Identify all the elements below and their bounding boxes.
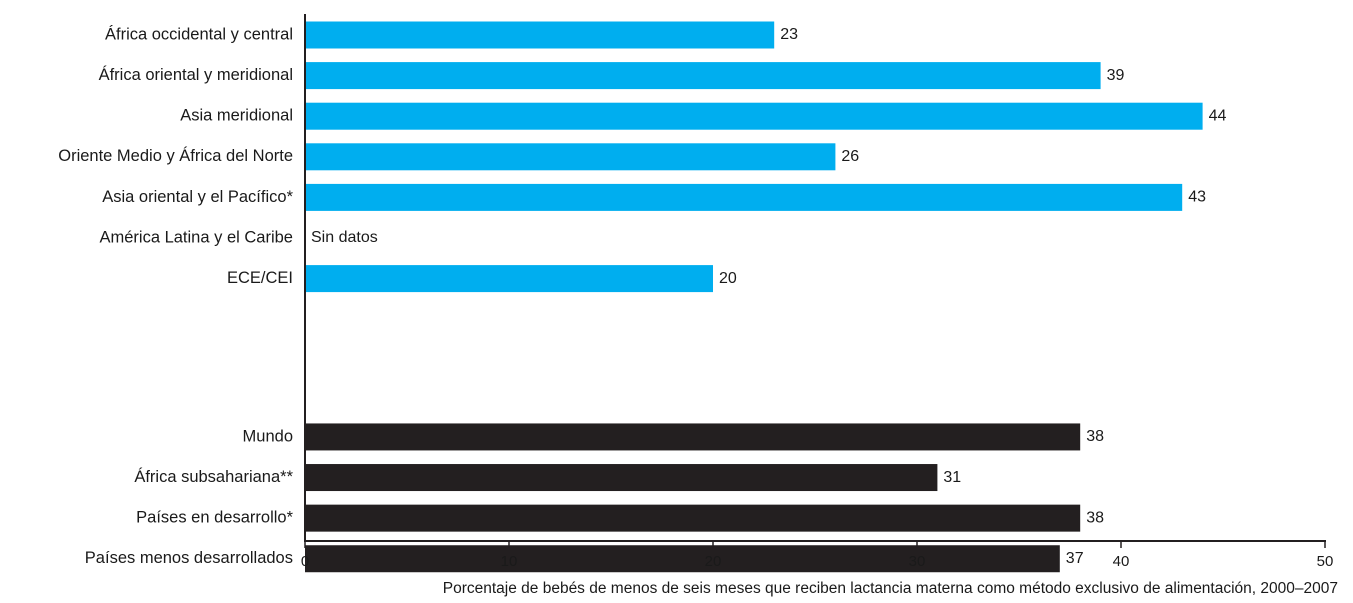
category-label: Asia oriental y el Pacífico* (102, 188, 293, 206)
value-label: 31 (943, 469, 961, 486)
category-label: Países en desarrollo* (136, 508, 293, 526)
x-tick-label: 0 (301, 553, 309, 570)
x-axis-ticks: 0 10 20 30 40 50 (301, 541, 1334, 570)
bar (305, 464, 938, 492)
x-tick-label: 40 (1113, 553, 1130, 570)
x-tick-label: 50 (1317, 553, 1334, 570)
category-label: América Latina y el Caribe (99, 228, 293, 246)
bar (305, 265, 713, 293)
bar (305, 143, 836, 171)
bar (305, 62, 1101, 90)
value-label: 38 (1086, 428, 1104, 445)
bar (305, 423, 1081, 451)
category-label: Asia meridional (180, 107, 293, 125)
value-label: 44 (1209, 107, 1227, 124)
value-label: Sin datos (311, 229, 378, 246)
bar (305, 504, 1081, 532)
category-label: Mundo (243, 427, 293, 445)
bar (305, 545, 1060, 573)
category-label: Oriente Medio y África del Norte (58, 146, 293, 165)
category-labels: África occidental y central África orient… (58, 24, 293, 567)
value-label: 20 (719, 270, 737, 287)
category-label: África subsahariana** (134, 467, 293, 486)
value-label: 23 (780, 26, 798, 43)
category-label: África oriental y meridional (99, 65, 293, 84)
value-labels: 23 39 44 26 43 Sin datos 20 38 31 38 37 (311, 26, 1226, 567)
bars-layer (305, 21, 1203, 573)
category-label: ECE/CEI (227, 269, 293, 287)
x-tick-label: 20 (705, 553, 722, 570)
bar (305, 183, 1183, 211)
value-label: 39 (1107, 67, 1125, 84)
value-label: 38 (1086, 509, 1104, 526)
category-label: Países menos desarrollados (85, 549, 293, 567)
x-tick-label: 30 (909, 553, 926, 570)
x-axis-title: Porcentaje de bebés de menos de seis mes… (443, 580, 1338, 597)
bar (305, 102, 1203, 130)
value-label: 37 (1066, 550, 1084, 567)
value-label: 26 (841, 148, 859, 165)
x-tick-label: 10 (501, 553, 518, 570)
value-label: 43 (1188, 189, 1206, 206)
bar (305, 21, 775, 49)
category-label: África occidental y central (105, 24, 293, 43)
